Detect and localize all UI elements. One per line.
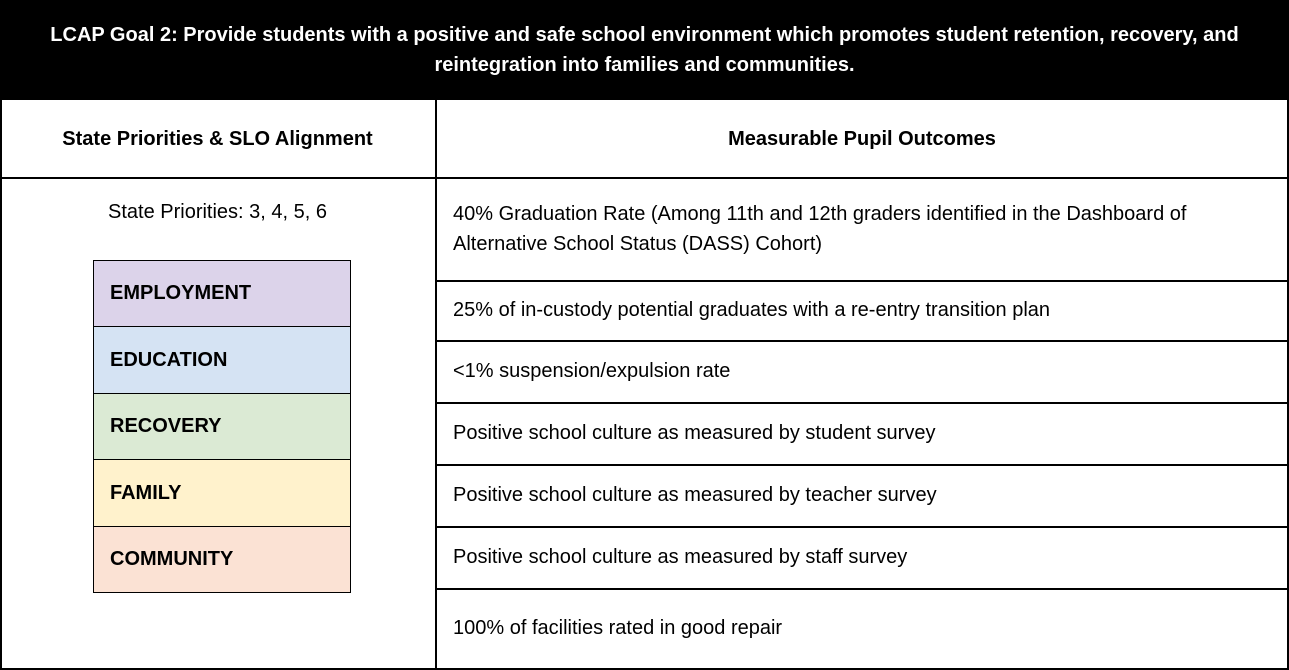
row-border: [435, 402, 1289, 404]
border: [1287, 0, 1289, 670]
outcome-cell: Positive school culture as measured by s…: [453, 546, 908, 568]
slo-box: EMPLOYMENT: [93, 260, 351, 328]
row-border: [435, 340, 1289, 342]
title-bar: LCAP Goal 2: Provide students with a pos…: [0, 0, 1289, 100]
outcome-cell: <1% suspension/expulsion rate: [453, 360, 731, 382]
column-header: State Priorities & SLO Alignment: [62, 127, 373, 150]
outcome-cell: 25% of in-custody potential graduates wi…: [453, 299, 1051, 321]
border: [0, 0, 2, 670]
border: [0, 668, 1289, 670]
outcome-cell: 40% Graduation Rate (Among 11th and 12th…: [453, 203, 1187, 255]
row-border: [435, 526, 1289, 528]
border: [435, 100, 437, 670]
row-border: [435, 280, 1289, 282]
state-priorities: State Priorities: 3, 4, 5, 6: [108, 201, 327, 223]
border: [0, 177, 1289, 179]
outcome-cell: Positive school culture as measured by s…: [453, 422, 936, 444]
outcome-cell: Positive school culture as measured by t…: [453, 484, 937, 506]
slo-box: FAMILY: [93, 459, 351, 528]
row-border: [435, 464, 1289, 466]
slo-box: RECOVERY: [93, 392, 351, 461]
column-header: Measurable Pupil Outcomes: [728, 127, 996, 150]
slo-box: EDUCATION: [93, 326, 351, 395]
row-border: [435, 588, 1289, 590]
outcome-cell: 100% of facilities rated in good repair: [453, 617, 783, 639]
slo-box: COMMUNITY: [93, 525, 351, 594]
